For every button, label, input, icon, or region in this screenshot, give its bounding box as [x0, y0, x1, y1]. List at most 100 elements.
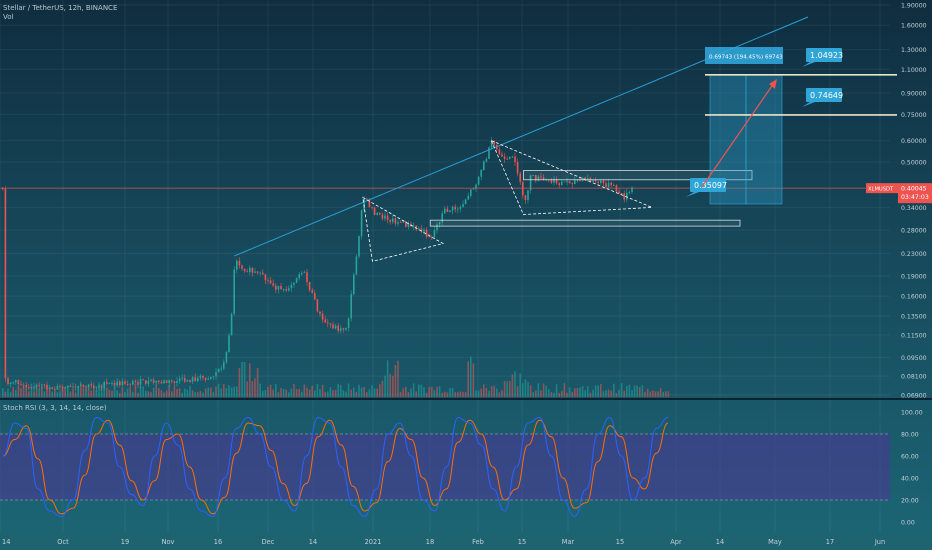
volume-bar: [46, 388, 48, 397]
candle-body: [69, 385, 72, 387]
volume-bar: [548, 389, 550, 397]
volume-bar: [667, 391, 670, 397]
candle-body: [321, 313, 324, 320]
candle-body: [350, 294, 352, 319]
volume-bar: [592, 389, 594, 397]
candle-body: [386, 215, 389, 220]
candle-body: [22, 384, 25, 386]
volume-bar: [90, 390, 92, 397]
volume-bar: [191, 390, 194, 397]
volume-bar: [41, 386, 43, 397]
target-high-callout-pointer: [802, 62, 815, 67]
candle-body: [121, 381, 124, 386]
volume-bar: [657, 391, 659, 397]
volume-bar: [197, 392, 199, 397]
volume-bar: [220, 388, 222, 397]
volume-bar: [152, 387, 155, 397]
volume-bar: [327, 391, 329, 397]
volume-bar: [371, 385, 373, 397]
volume-bar: [64, 386, 66, 397]
stoch-rsi-panel[interactable]: 100.00 80.00 60.00 40.00 20.00 0.00: [0, 400, 932, 532]
price-chart[interactable]: 1.90000 1.60000 1.30000 1.10000 0.90000 0.750…: [0, 0, 932, 400]
volume-bar: [85, 388, 87, 397]
y-tick-label: 1.90000: [901, 3, 927, 10]
x-tick-label: Jun: [874, 538, 885, 546]
volume-bar: [319, 389, 321, 397]
volume-bar: [589, 392, 592, 397]
candle-body: [566, 181, 568, 183]
target-mid-callout: 0.74649: [802, 88, 843, 107]
candle-body: [451, 206, 454, 211]
candle-body: [17, 380, 20, 385]
volume-bar: [93, 385, 95, 397]
candle-body: [615, 185, 618, 192]
volume-bar: [602, 391, 605, 397]
candle-body: [399, 222, 402, 223]
candle-body: [228, 335, 230, 353]
price-tag-symbol: XLMUSDT: [868, 187, 894, 193]
volume-bar: [353, 387, 355, 397]
candle-body: [576, 180, 579, 182]
volume-bar: [181, 392, 183, 397]
volume-bar: [457, 392, 459, 397]
candle-body: [35, 384, 38, 387]
candle-body: [41, 384, 43, 386]
volume-bar: [178, 388, 181, 397]
volume-bar: [459, 391, 462, 397]
candle-body: [61, 386, 64, 389]
volume-bar: [215, 386, 217, 397]
volume-bar: [108, 389, 111, 397]
volume-bar: [584, 389, 586, 397]
candle-body: [100, 386, 103, 388]
volume-bar: [355, 391, 358, 397]
candle-body: [420, 228, 423, 232]
volume-bar: [275, 384, 277, 397]
volume-bar: [662, 391, 664, 397]
candle-body: [147, 380, 150, 384]
candle-body: [295, 278, 298, 283]
candle-body: [142, 379, 144, 381]
volume-bar: [316, 384, 319, 397]
y-tick-label: 0.19000: [901, 273, 927, 280]
candle-body: [215, 372, 217, 377]
candle-body: [423, 229, 425, 232]
y-tick-label: 0.11500: [901, 332, 927, 339]
candle-body: [444, 208, 446, 214]
volume-bar: [282, 388, 285, 397]
volume-bar: [659, 388, 662, 397]
volume-bar: [334, 389, 337, 397]
volume-bar: [129, 387, 131, 397]
volume-bar: [646, 388, 649, 397]
volume-bar: [576, 388, 579, 397]
candle-body: [220, 368, 222, 370]
volume-bar: [223, 384, 225, 397]
y-tick-label: 0.60000: [901, 138, 927, 145]
candle-body: [126, 384, 129, 386]
candle-body: [194, 377, 196, 382]
volume-bar: [441, 392, 443, 397]
volume-bar: [639, 387, 641, 397]
candle-body: [243, 268, 246, 272]
volume-bar: [350, 389, 352, 397]
x-tick-label: Feb: [472, 538, 484, 546]
volume-bar: [277, 392, 280, 397]
volume-bar: [496, 388, 498, 397]
candle-body: [178, 378, 181, 382]
volume-bar: [332, 390, 334, 397]
candle-body: [111, 382, 113, 384]
candle-body: [553, 179, 555, 183]
volume-bar: [467, 361, 469, 397]
candle-body: [256, 271, 259, 273]
volume-bar: [462, 391, 464, 397]
candle-body: [550, 179, 553, 183]
volume-bar: [251, 381, 254, 397]
volume-bar: [301, 391, 303, 397]
candle-body: [48, 387, 51, 390]
candle-body: [316, 299, 319, 312]
target-high-callout-box: [806, 48, 842, 62]
volume-bar: [358, 384, 360, 397]
candle-body: [592, 179, 594, 182]
volume-bar: [607, 389, 610, 397]
volume-bar: [347, 383, 350, 397]
